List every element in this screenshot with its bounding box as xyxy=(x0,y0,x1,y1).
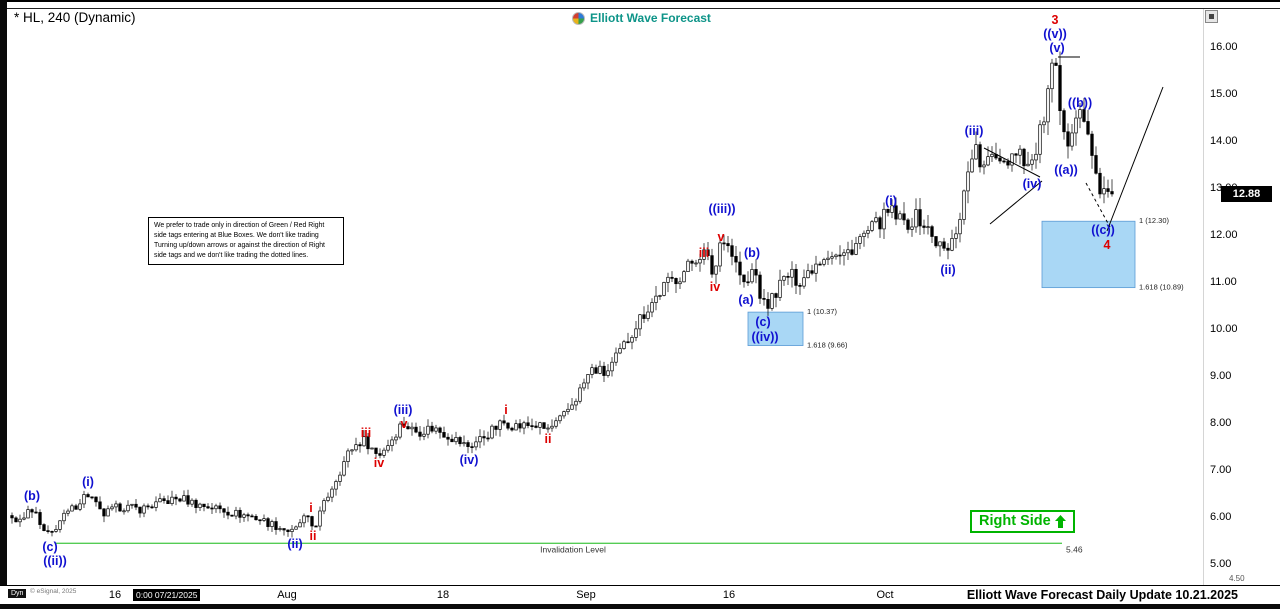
trade-note-line: We prefer to trade only in direction of … xyxy=(154,222,325,229)
wave-label: (ii) xyxy=(940,263,955,277)
window-left-border xyxy=(0,0,7,609)
invalidation-value: 5.46 xyxy=(1066,544,1083,554)
wave-label: v xyxy=(401,417,408,431)
wave-label: (iv) xyxy=(1023,177,1042,191)
wave-label: ((iii)) xyxy=(708,202,735,216)
blue-box xyxy=(1041,220,1136,289)
invalidation-label: Invalidation Level xyxy=(540,544,606,554)
price-axis-edge-tick: 4.50 xyxy=(1229,574,1245,583)
wave-label: ((a)) xyxy=(1054,163,1078,177)
price-tick-label: 12.00 xyxy=(1210,228,1238,241)
wave-label: (b) xyxy=(24,489,40,503)
wave-label: (iii) xyxy=(965,124,984,138)
session-badge: Dyn xyxy=(8,589,27,598)
wave-label: (c) xyxy=(42,540,57,554)
chart-frame-line xyxy=(0,8,1280,9)
trade-note-line: side tags entering at Blue Boxes. We don… xyxy=(154,232,319,239)
wave-label: (a) xyxy=(738,293,753,307)
chart-corner-button[interactable] xyxy=(1205,10,1218,23)
daily-update-caption: Elliott Wave Forecast Daily Update 10.21… xyxy=(966,588,1238,602)
blue-box xyxy=(747,311,804,346)
window-bottom-border xyxy=(0,604,1280,609)
wave-label: ((b)) xyxy=(1068,96,1092,110)
right-side-label: Right Side xyxy=(979,513,1051,529)
blue-box-bottom-label: 1.618 (9.66) xyxy=(807,341,848,350)
wave-label: ii xyxy=(310,529,317,543)
wave-label: v xyxy=(718,230,725,244)
price-tick-label: 8.00 xyxy=(1210,417,1232,430)
price-tick-label: 10.00 xyxy=(1210,323,1238,336)
wave-label: iii xyxy=(699,246,709,260)
price-axis-separator xyxy=(1203,9,1204,585)
trade-note-line: side tags and we don't like trading the … xyxy=(154,252,309,259)
time-tick-label: Aug xyxy=(277,589,297,601)
trend-line xyxy=(1106,86,1164,232)
wave-label: ((ii)) xyxy=(43,554,67,568)
symbol-title: * HL, 240 (Dynamic) xyxy=(14,10,136,25)
wave-label: i xyxy=(309,501,312,515)
blue-box-bottom-label: 1.618 (10.89) xyxy=(1139,283,1184,292)
time-tick-label: 18 xyxy=(436,589,450,601)
price-tick-label: 15.00 xyxy=(1210,87,1238,100)
wave-label: (ii) xyxy=(287,537,302,551)
price-tick-label: 7.00 xyxy=(1210,464,1232,477)
watermark-text: Elliott Wave Forecast xyxy=(590,11,711,25)
time-tick-label: Oct xyxy=(876,589,894,601)
current-price-badge: 12.88 xyxy=(1221,186,1272,202)
elliott-wave-logo-icon xyxy=(572,11,585,25)
wave-label: (i) xyxy=(82,475,94,489)
wave-label: (iv) xyxy=(460,453,479,467)
trade-note-line: Turning up/down arrows or against the di… xyxy=(154,242,325,249)
price-tick-label: 16.00 xyxy=(1210,40,1238,53)
blue-box-top-label: 1 (10.37) xyxy=(807,307,838,316)
price-chart-canvas[interactable]: Invalidation Level 5.46 1 (10.37) 1.618 (9.… xyxy=(0,0,1280,585)
price-tick-label: 14.00 xyxy=(1210,134,1238,147)
price-tick-label: 6.00 xyxy=(1210,511,1232,524)
time-tick-label: 16 xyxy=(108,589,122,601)
price-tick-label: 9.00 xyxy=(1210,370,1232,383)
wave-label: ii xyxy=(545,432,552,446)
dashed-projection-line xyxy=(1085,182,1111,228)
time-tick-label: Sep xyxy=(576,589,596,601)
wave-label: ((v)) xyxy=(1043,27,1067,41)
wave-label: ((iv)) xyxy=(751,330,778,344)
wave-label: 4 xyxy=(1104,238,1111,252)
watermark: Elliott Wave Forecast xyxy=(572,11,711,25)
blue-box-top-label: 1 (12.30) xyxy=(1139,216,1170,225)
wave-label: (b) xyxy=(744,246,760,260)
wave-label: 3 xyxy=(1052,13,1059,27)
up-arrow-icon xyxy=(1054,514,1066,528)
time-tick-label: 16 xyxy=(722,589,736,601)
wave-label: iii xyxy=(361,426,371,440)
wave-label: i xyxy=(504,403,507,417)
trade-note-box: We prefer to trade only in direction of … xyxy=(148,217,344,265)
candlestick-series xyxy=(10,51,1114,538)
time-tick-badge: 0:00 07/21/2025 xyxy=(133,589,201,601)
copyright-text: © eSignal, 2025 xyxy=(30,588,77,595)
price-tick-label: 11.00 xyxy=(1210,275,1237,288)
price-tick-label: 5.00 xyxy=(1210,558,1232,571)
window-top-border xyxy=(0,0,1280,2)
wave-label: iv xyxy=(374,456,384,470)
trend-line xyxy=(989,180,1043,225)
trend-line xyxy=(983,147,1041,178)
wave-label: (v) xyxy=(1049,41,1064,55)
right-side-tag[interactable]: Right Side xyxy=(970,510,1075,533)
corner-button-icon xyxy=(1209,14,1214,19)
time-axis[interactable]: Elliott Wave Forecast Daily Update 10.21… xyxy=(0,585,1280,604)
wave-label: (iii) xyxy=(394,403,413,417)
wave-label: iv xyxy=(710,280,720,294)
wave-label: (c) xyxy=(755,315,770,329)
wave-label: (i) xyxy=(885,194,897,208)
wave-label: ((c)) xyxy=(1091,223,1115,237)
